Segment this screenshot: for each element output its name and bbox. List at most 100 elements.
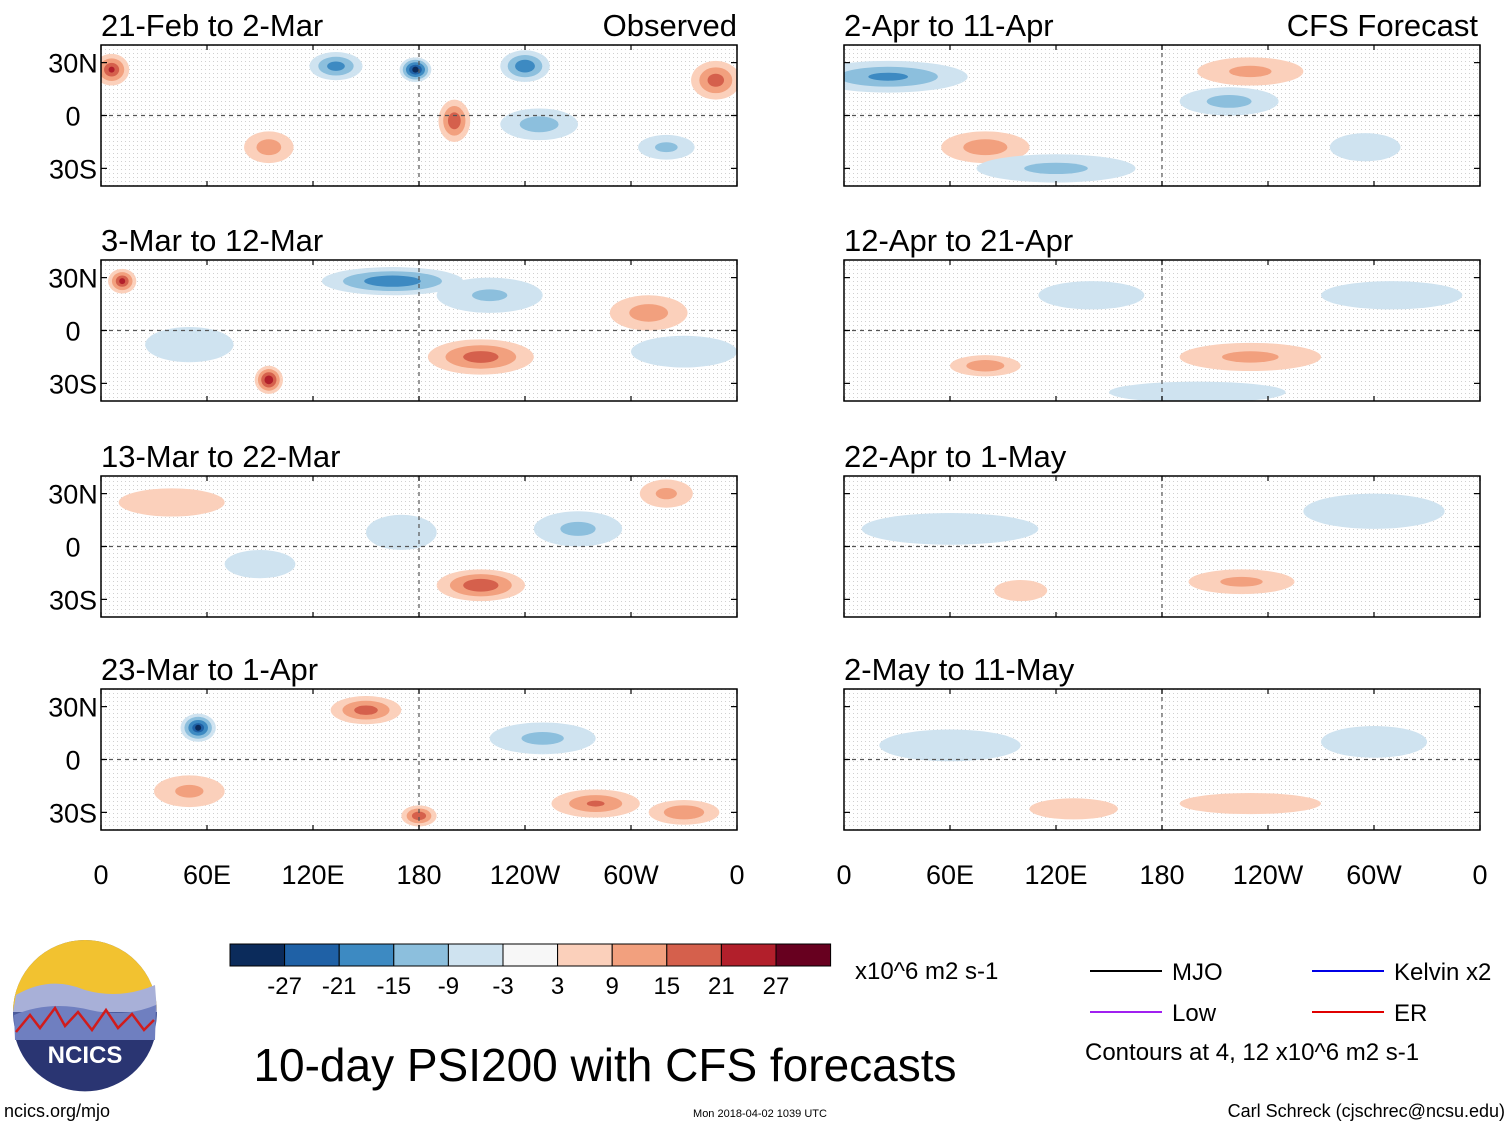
x-tick-label: 0 [1472,860,1487,890]
anomaly-blob [1038,281,1145,310]
anomaly-blob [264,375,274,385]
ncics-logo: NCICS [13,940,157,1092]
panel-date-label: 12-Apr to 21-Apr [844,223,1073,258]
colorbar-units: x10^6 m2 s-1 [855,958,998,985]
x-axis-labels: 0 60E 120E 180 120W 60W 0 0 60E 120E 180 120W 60W 0 [93,860,1487,890]
anomaly-blob [586,800,605,807]
colorbar-tick-label: -15 [376,973,411,1000]
anomaly-blob [521,732,564,745]
panel-date-label: 13-Mar to 22-Mar [101,439,340,474]
anomaly-blob [1321,726,1427,758]
anomaly-blob [195,724,202,731]
anomaly-blob [963,139,1008,156]
anomaly-blob [655,487,677,500]
colorbar-swatch [720,943,777,967]
anomaly-blob [519,116,559,133]
x-tick-label: 0 [729,860,744,890]
map-panel: 30N 0 30S 13-Mar to 22-Mar [48,439,738,618]
colorbar-tick-label: 15 [653,973,680,1000]
y-tick-label: 0 [65,102,80,132]
y-tick-label: 30S [49,369,97,399]
panel-date-label: 2-May to 11-May [844,652,1075,687]
legend-label-kelvin: Kelvin x2 [1394,959,1491,986]
anomaly-blob [1329,133,1401,162]
colorbar-swatch [611,943,668,967]
timestamp: Mon 2018-04-02 1039 UTC [693,1108,827,1120]
anomaly-blob [1179,792,1322,815]
anomaly-blob [1220,576,1263,587]
map-panel: 30N 0 30S 21-Feb to 2-Mar [48,8,738,187]
x-tick-label: 60E [926,860,974,890]
panel-date-label: 3-Mar to 12-Mar [101,223,323,258]
colorbar-swatch [284,943,340,967]
anomaly-blob [663,805,705,820]
anomaly-blob [515,59,535,73]
colorbar-swatch [557,943,613,967]
map-panel: 2-Apr to 11-Apr [843,8,1481,187]
anomaly-blob [175,784,204,798]
legend-note: Contours at 4, 12 x10^6 m2 s-1 [1085,1039,1419,1066]
anomaly-blob [707,73,725,87]
anomaly-blob [447,112,461,130]
map-panel: 12-Apr to 21-Apr [843,223,1481,402]
anomaly-blob [412,66,419,73]
legend-label-mjo: MJO [1172,959,1223,986]
panel-date-label: 22-Apr to 1-May [844,439,1067,474]
y-tick-label: 30N [48,693,98,723]
author-credit: Carl Schreck (cjschrec@ncsu.edu) [1228,1101,1505,1121]
x-tick-label: 120W [490,860,561,890]
map-panel: 30N 0 30S 3-Mar to 12-Mar [48,223,738,402]
colorbar-tick-label: -3 [492,973,513,1000]
y-tick-label: 30S [49,798,97,828]
legend-label-low: Low [1172,1000,1217,1027]
colorbar-swatch [502,943,559,967]
colorbar: -27 -21 -15 -9 -3 3 9 15 21 27 [229,943,832,1000]
anomaly-blob [994,579,1048,602]
anomaly-blob [1206,94,1252,108]
anomaly-blob [1024,162,1088,175]
colorbar-tick-label: -9 [438,973,459,1000]
anomaly-blob [364,275,421,287]
panel-date-label: 23-Mar to 1-Apr [101,652,318,687]
colorbar-swatch [229,943,286,967]
map-panel: 30N 0 30S 23-Mar to 1-Apr [48,652,738,831]
y-tick-label: 30S [49,154,97,184]
anomaly-blob [868,72,909,81]
anomaly-blob [655,142,678,153]
anomaly-blob [1029,798,1118,820]
colorbar-tick-label: -27 [267,973,302,1000]
logo-text: NCICS [48,1042,123,1069]
x-tick-label: 120E [1024,860,1087,890]
anomaly-blob [861,513,1039,545]
y-tick-label: 0 [65,533,80,563]
anomaly-blob [1229,65,1272,78]
colorbar-tick-label: 27 [763,973,790,1000]
observed-heading: Observed [603,8,737,43]
y-tick-label: 30S [49,585,97,615]
colorbar-swatch [666,943,722,967]
x-tick-label: 0 [93,860,108,890]
colorbar-tick-label: 3 [551,973,564,1000]
x-tick-label: 60W [603,860,659,890]
x-tick-label: 180 [1139,860,1184,890]
anomaly-blob [1109,381,1286,401]
map-panel: 22-Apr to 1-May [843,439,1481,618]
anomaly-blob [463,578,499,592]
anomaly-blob [1303,493,1445,529]
anomaly-blob [629,304,669,322]
anomaly-blob [354,705,378,715]
anomaly-blob [224,550,296,579]
anomaly-blob [1222,351,1279,363]
figure-title: 10-day PSI200 with CFS forecasts [253,1039,956,1091]
y-tick-label: 0 [65,317,80,347]
x-tick-label: 120E [281,860,344,890]
colorbar-swatch [447,943,504,967]
anomaly-blob [463,351,499,363]
panel-date-label: 2-Apr to 11-Apr [844,8,1054,43]
legend: MJO Kelvin x2 Low ER Contours at 4, 12 x… [1085,959,1491,1066]
colorbar-swatch [393,943,449,967]
anomaly-blob [145,326,234,363]
source-url: ncics.org/mjo [4,1101,110,1121]
anomaly-blob [966,360,1005,372]
